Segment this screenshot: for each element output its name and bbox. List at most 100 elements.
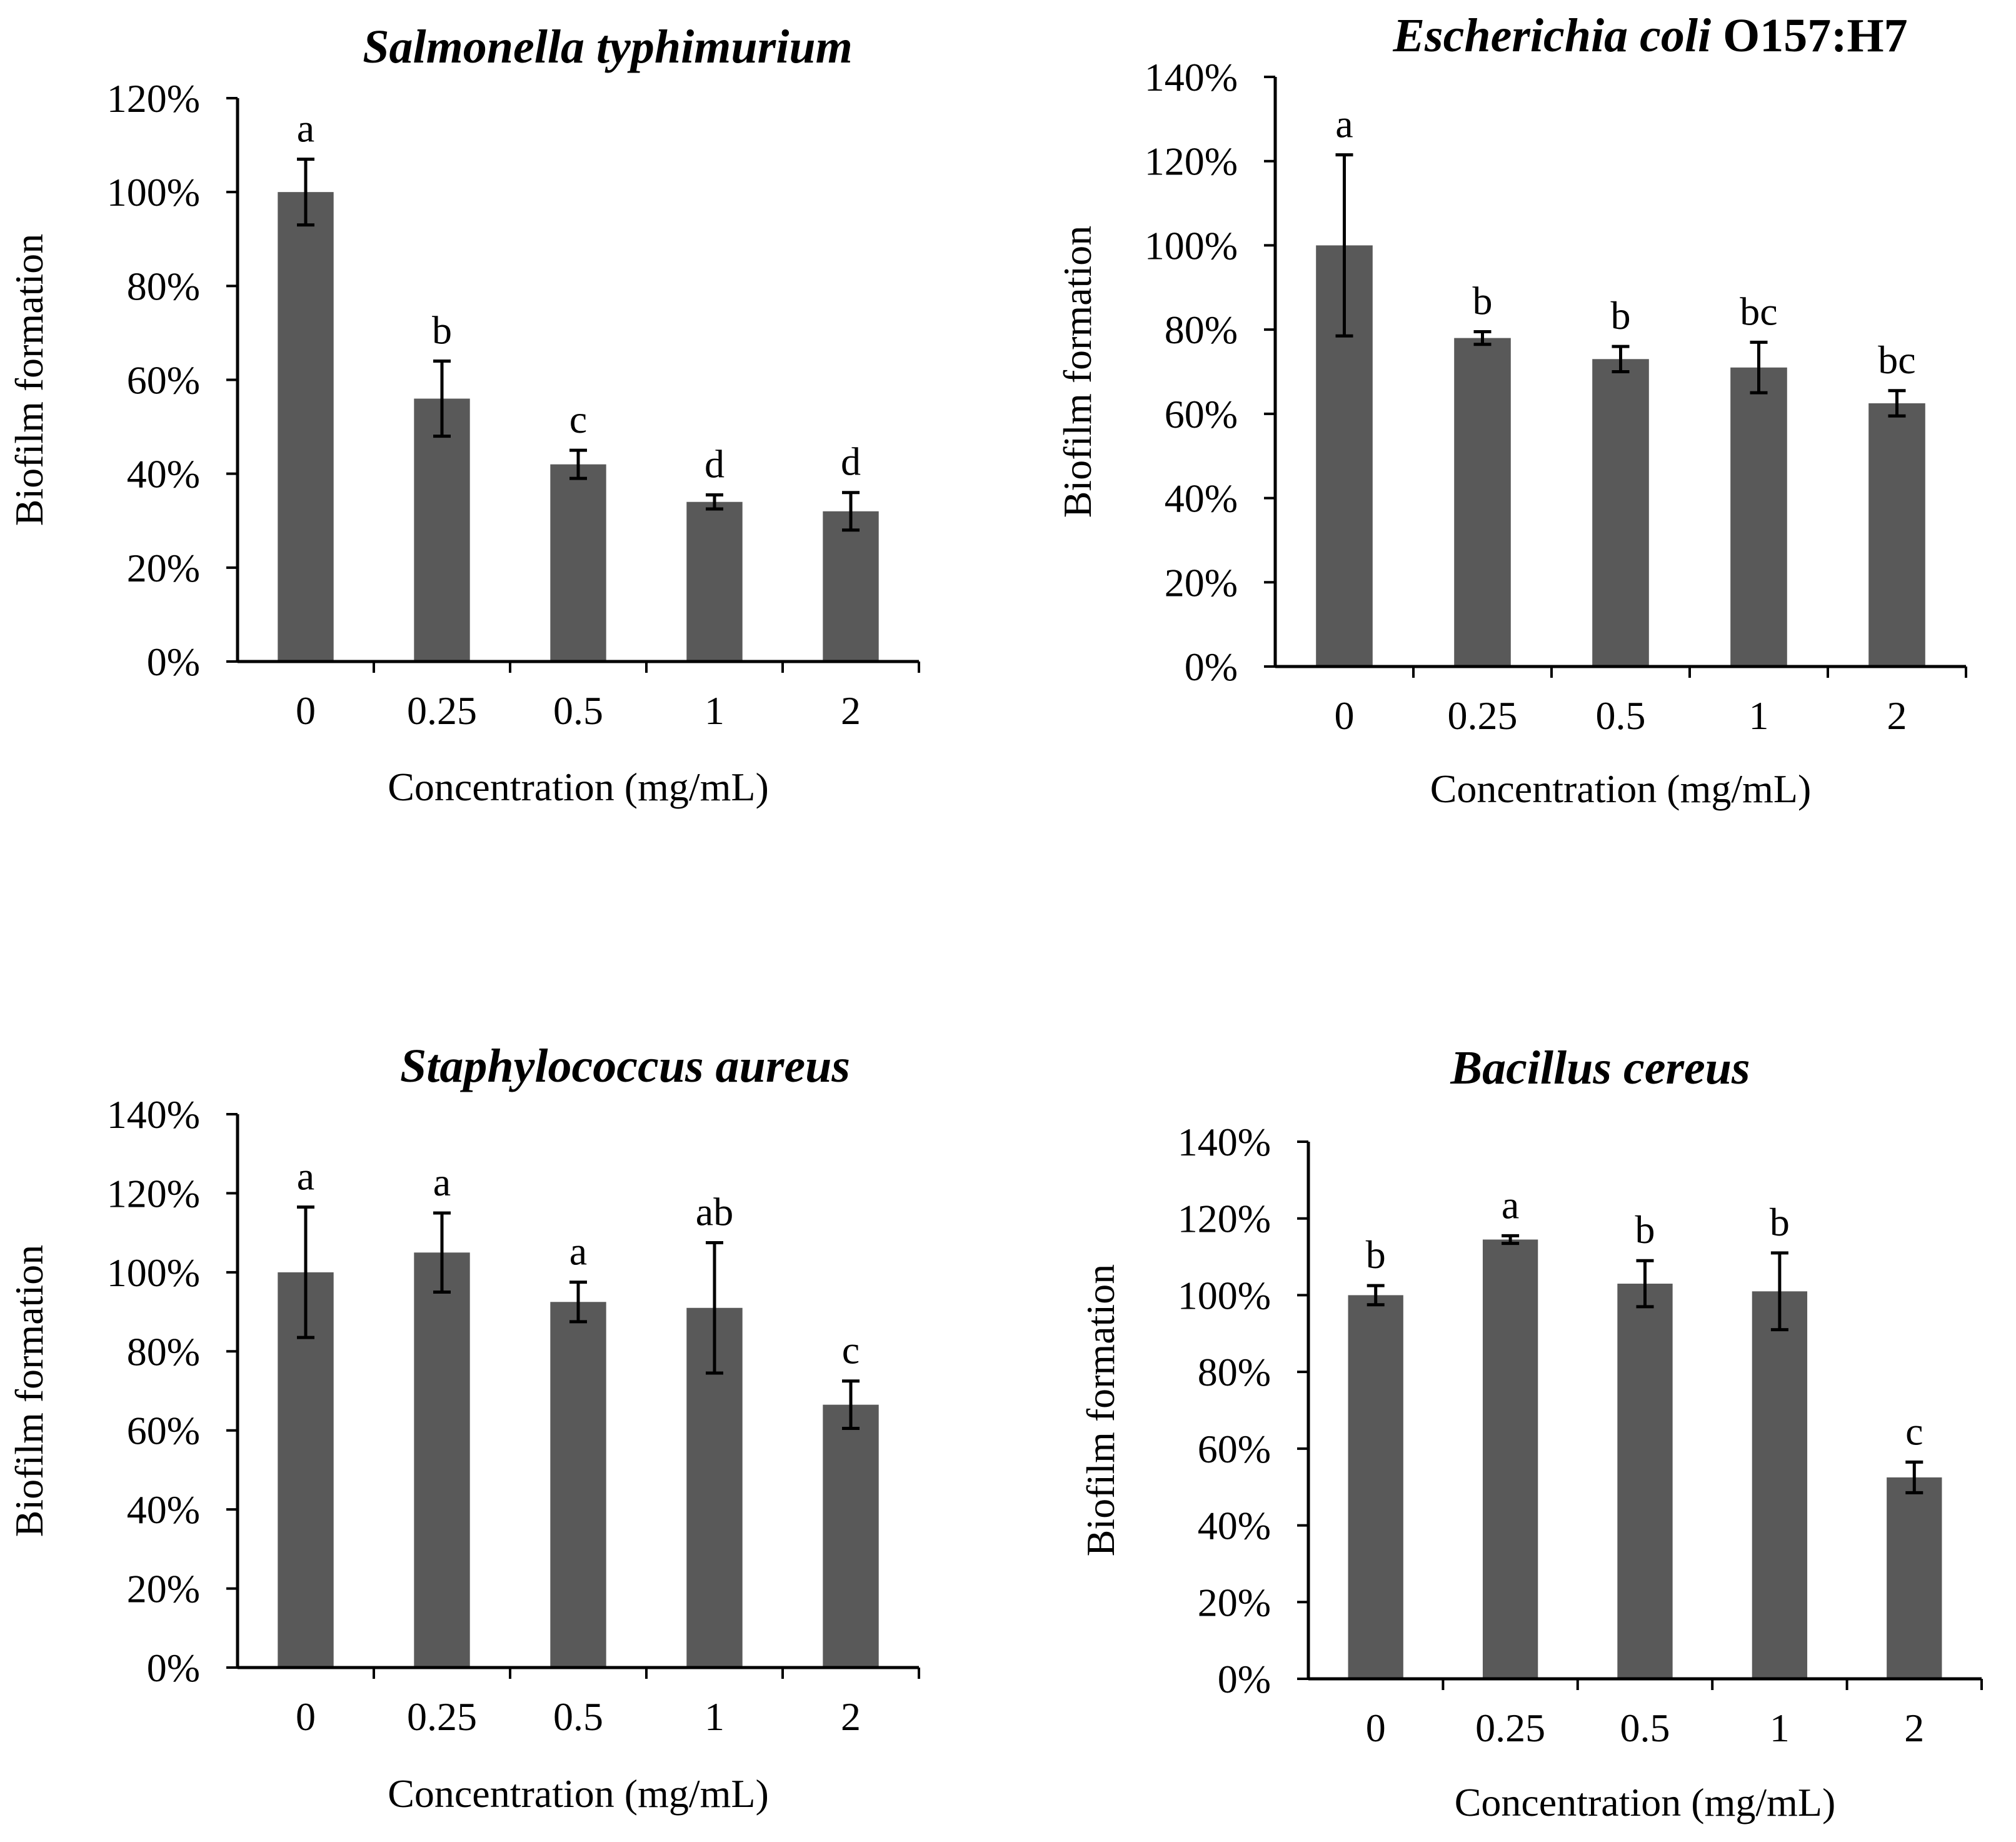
y-axis-label: Biofilm formation xyxy=(7,234,51,526)
x-tick-label: 1 xyxy=(1749,693,1769,738)
bar-1 xyxy=(1730,367,1787,667)
error-bar xyxy=(1367,1284,1385,1307)
x-tick-label: 0.5 xyxy=(553,1694,603,1739)
x-axis-label: Concentration (mg/mL) xyxy=(388,765,769,809)
bar-0.5 xyxy=(550,1302,606,1668)
bar-2 xyxy=(1887,1477,1942,1679)
significance-label: b xyxy=(1366,1232,1386,1277)
bar-0.5 xyxy=(1617,1284,1673,1679)
y-tick-label: 0% xyxy=(147,1646,200,1690)
bar-0 xyxy=(1348,1295,1403,1679)
significance-label: a xyxy=(297,106,314,151)
significance-label: a xyxy=(297,1154,314,1199)
y-tick-label: 100% xyxy=(107,1251,200,1295)
y-tick-label: 40% xyxy=(1165,476,1238,521)
chart-title-part: Bacillus cereus xyxy=(1450,1042,1750,1094)
significance-label: b xyxy=(1611,293,1631,338)
x-tick-label: 0 xyxy=(1335,693,1355,738)
x-tick-label: 0 xyxy=(1366,1706,1386,1750)
bar-0.5 xyxy=(1592,359,1649,667)
y-tick-label: 60% xyxy=(127,1409,200,1453)
x-tick-label: 0.25 xyxy=(1475,1706,1545,1750)
significance-label: b xyxy=(1473,279,1493,323)
x-tick-label: 0.25 xyxy=(1448,693,1518,738)
error-bar xyxy=(1612,345,1630,373)
chart-title: Escherichia coli O157:H7 xyxy=(1392,9,1907,62)
y-axis-label: Biofilm formation xyxy=(7,1245,51,1538)
error-bar xyxy=(569,1281,587,1324)
chart-panel-1: Salmonella typhimuriuma0b0.25c0.5d1d20%2… xyxy=(7,21,920,809)
y-tick-label: 20% xyxy=(1198,1580,1271,1624)
bar-0.25 xyxy=(1482,1239,1538,1679)
y-tick-label: 60% xyxy=(1198,1427,1271,1471)
y-tick-label: 100% xyxy=(1145,223,1238,268)
x-tick-label: 1 xyxy=(705,688,725,733)
y-tick-label: 20% xyxy=(1165,560,1238,605)
y-tick-label: 100% xyxy=(107,170,200,214)
y-tick-label: 80% xyxy=(1198,1350,1271,1394)
chart-title-part: O157:H7 xyxy=(1711,9,1908,62)
y-tick-label: 80% xyxy=(127,1329,200,1374)
y-tick-label: 100% xyxy=(1178,1273,1271,1317)
y-tick-label: 0% xyxy=(1218,1657,1271,1701)
error-bar xyxy=(1770,1251,1788,1332)
x-tick-label: 1 xyxy=(1770,1706,1790,1750)
error-bar xyxy=(569,448,587,480)
y-tick-label: 80% xyxy=(127,264,200,308)
significance-label: a xyxy=(433,1160,451,1204)
y-tick-label: 140% xyxy=(1178,1120,1271,1164)
significance-label: b xyxy=(1770,1200,1790,1244)
x-tick-label: 0.5 xyxy=(553,688,603,733)
y-tick-label: 40% xyxy=(1198,1504,1271,1548)
x-tick-label: 1 xyxy=(705,1694,725,1739)
chart-title: Staphylococcus aureus xyxy=(400,1040,850,1092)
significance-label: c xyxy=(842,1328,860,1372)
x-axis-label: Concentration (mg/mL) xyxy=(1455,1780,1836,1824)
significance-label: b xyxy=(432,308,452,352)
significance-label: d xyxy=(841,440,861,484)
y-tick-label: 0% xyxy=(147,640,200,684)
x-tick-label: 0 xyxy=(296,688,316,733)
x-axis-label: Concentration (mg/mL) xyxy=(388,1771,769,1816)
chart-title-part: Staphylococcus aureus xyxy=(400,1040,850,1092)
error-bar xyxy=(1750,340,1768,395)
error-bar xyxy=(1905,1460,1923,1494)
x-axis-label: Concentration (mg/mL) xyxy=(1430,767,1812,811)
error-bar xyxy=(297,158,314,227)
chart-title-part: Escherichia coli xyxy=(1392,9,1711,62)
significance-label: a xyxy=(1502,1182,1519,1227)
y-tick-label: 0% xyxy=(1185,645,1238,689)
x-tick-label: 2 xyxy=(841,688,861,733)
x-tick-label: 2 xyxy=(841,1694,861,1739)
x-tick-label: 0.5 xyxy=(1596,693,1646,738)
y-axis-label: Biofilm formation xyxy=(1078,1264,1123,1557)
bar-0.25 xyxy=(414,1252,470,1668)
y-tick-label: 120% xyxy=(107,76,200,121)
bar-1 xyxy=(686,501,743,662)
y-tick-label: 120% xyxy=(107,1171,200,1215)
y-axis-label: Biofilm formation xyxy=(1055,226,1100,518)
y-tick-label: 20% xyxy=(127,546,200,590)
y-tick-label: 140% xyxy=(1145,55,1238,99)
y-tick-label: 20% xyxy=(127,1567,200,1611)
bar-2 xyxy=(823,511,879,662)
error-bar xyxy=(297,1205,314,1339)
y-tick-label: 40% xyxy=(127,452,200,496)
significance-label: d xyxy=(705,441,725,486)
error-bar xyxy=(1636,1259,1654,1309)
bar-1 xyxy=(1752,1291,1808,1679)
error-bar xyxy=(1473,330,1492,346)
x-tick-label: 0.25 xyxy=(407,688,477,733)
error-bar xyxy=(842,1379,860,1431)
x-tick-label: 2 xyxy=(1887,693,1907,738)
y-tick-label: 140% xyxy=(107,1092,200,1137)
error-bar xyxy=(706,493,723,511)
significance-label: c xyxy=(1905,1409,1923,1453)
error-bar xyxy=(1335,153,1353,338)
bar-0.25 xyxy=(414,398,470,662)
y-tick-label: 60% xyxy=(1165,392,1238,436)
significance-label: ab xyxy=(696,1189,733,1234)
error-bar xyxy=(433,1211,451,1294)
significance-label: a xyxy=(569,1229,587,1274)
significance-label: bc xyxy=(1740,289,1777,333)
